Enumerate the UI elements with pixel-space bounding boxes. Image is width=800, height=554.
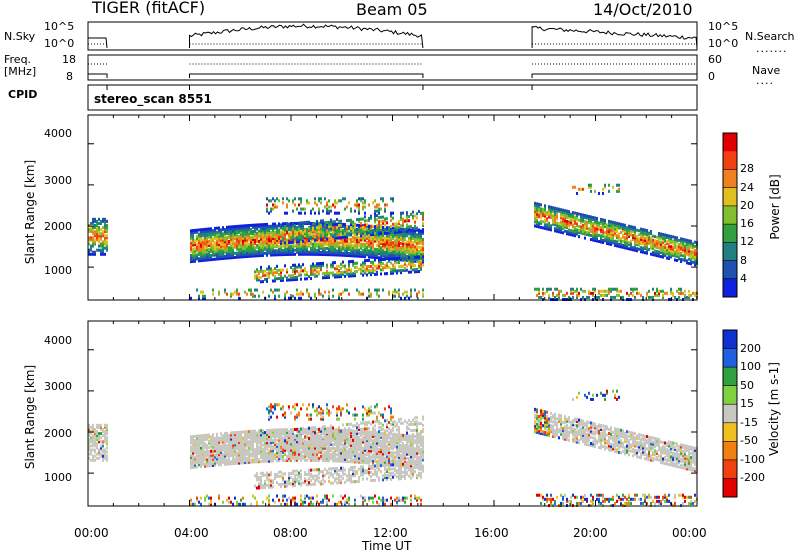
nsearch-label: N.Search (745, 30, 795, 43)
colorbar-tick-label: 12 (740, 235, 754, 249)
nave-label: Nave (752, 64, 781, 77)
nave-legend-line: .... (756, 74, 774, 87)
nsky-trace (189, 23, 424, 49)
nsky-label: N.Sky (4, 30, 36, 43)
x-tick-label: 08:00 (273, 526, 308, 540)
power-colorbar (722, 132, 738, 298)
colorbar-tick-label: -15 (740, 415, 758, 429)
colorbar-segment (723, 169, 737, 189)
colorbar-segment (723, 133, 737, 152)
plot-background (88, 321, 697, 506)
power-ytick: 3000 (44, 174, 72, 187)
colorbar-segment (723, 205, 737, 225)
colorbar-tick-label: 200 (740, 341, 761, 355)
colorbar-segment (723, 422, 737, 442)
power-ytick: 4000 (44, 127, 72, 140)
colorbar-frame (722, 132, 738, 298)
colorbar-segment (723, 348, 737, 368)
freq-trace (189, 73, 424, 78)
colorbar-segment (723, 151, 737, 170)
colorbar-tick-label: 4 (740, 271, 747, 285)
colorbar-segment (723, 404, 737, 424)
cpid-value: stereo_scan 8551 (94, 92, 212, 106)
colorbar-tick-label: 28 (740, 162, 754, 176)
x-axis-label: Time UT (362, 539, 412, 553)
colorbar-segment (723, 242, 737, 262)
nsky-tick-top: 10^5 (44, 20, 75, 33)
freq-tick-bottom: 8 (66, 70, 73, 83)
x-tick-label: 00:00 (672, 526, 707, 540)
nsearch-tick-bottom: 10^0 (708, 37, 739, 50)
velocity-ytick: 2000 (44, 427, 72, 440)
nsky-trace (87, 37, 108, 49)
colorbar-tick-label: 100 (740, 360, 761, 374)
freq-tick-top: 18 (62, 53, 76, 66)
nave-tick-bottom: 0 (708, 70, 715, 83)
velocity-panel (87, 320, 698, 507)
freq-trace (531, 73, 698, 78)
colorbar-segment (723, 330, 737, 350)
colorbar-segment (723, 385, 737, 405)
colorbar-tick-label: 8 (740, 253, 747, 267)
power-ytick: 1000 (44, 264, 72, 277)
colorbar-segment (723, 441, 737, 461)
velocity-ytick: 4000 (44, 334, 72, 347)
velocity-ytick: 1000 (44, 471, 72, 484)
power-colorbar-label: Power [dB] (768, 174, 782, 240)
nsky-tick-bottom: 10^0 (44, 37, 75, 50)
freq-trace (87, 73, 108, 78)
beam-label: Beam 05 (356, 0, 428, 19)
colorbar-segment (723, 367, 737, 387)
colorbar-segment (723, 459, 737, 479)
x-tick-label: 16:00 (474, 526, 509, 540)
colorbar-tick-label: 15 (740, 397, 754, 411)
nave-tick-top: 60 (708, 53, 722, 66)
colorbar-tick-label: 16 (740, 217, 754, 231)
cpid-label: CPID (8, 88, 38, 101)
power-ylabel: Slant Range [km] (23, 159, 37, 265)
x-tick-label: 00:00 (74, 526, 109, 540)
velocity-colorbar (722, 329, 738, 498)
colorbar-tick-label: 24 (740, 180, 754, 194)
x-tick-label: 04:00 (174, 526, 209, 540)
nsky-trace (531, 25, 698, 49)
colorbar-frame (722, 329, 738, 498)
colorbar-segment (723, 224, 737, 243)
velocity-ytick: 3000 (44, 380, 72, 393)
freq-label: Freq. (4, 53, 32, 66)
nsearch-tick-top: 10^5 (708, 20, 739, 33)
colorbar-tick-label: -100 (740, 452, 765, 466)
velocity-ylabel: Slant Range [km] (23, 364, 37, 470)
radar-title: TIGER (fitACF) (92, 0, 206, 17)
colorbar-tick-label: -200 (740, 471, 765, 485)
colorbar-segment (723, 478, 737, 498)
colorbar-segment (723, 260, 737, 280)
x-tick-label: 12:00 (373, 526, 408, 540)
freq-unit-label: [MHz] (4, 65, 37, 78)
colorbar-segment (723, 278, 737, 298)
colorbar-tick-label: -50 (740, 434, 758, 448)
x-tick-label: 20:00 (573, 526, 608, 540)
power-panel (87, 114, 698, 301)
colorbar-segment (723, 187, 737, 207)
nsearch-legend-line: ....... (756, 42, 788, 55)
cpid-panel-frame (87, 84, 698, 111)
colorbar-tick-label: 50 (740, 378, 754, 392)
colorbar-tick-label: 20 (740, 198, 754, 212)
nsky-panel-frame (87, 21, 698, 51)
velocity-colorbar-label: Velocity [m s-1] (767, 362, 781, 456)
power-ytick: 2000 (44, 220, 72, 233)
freq-panel-frame (87, 54, 698, 81)
date-label: 14/Oct/2010 (593, 0, 693, 19)
